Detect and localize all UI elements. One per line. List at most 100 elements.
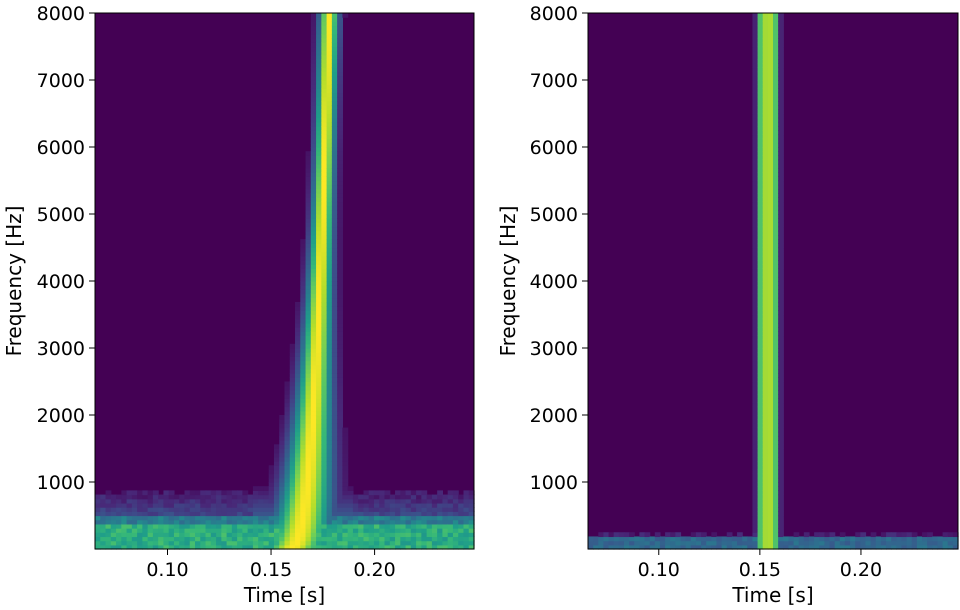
heatmap-cell [152,515,159,521]
heatmap-cell [116,494,122,500]
heatmap-cell [126,544,133,550]
heatmap-cell [922,540,928,546]
heatmap-cell [752,255,759,261]
heatmap-cell [310,184,317,190]
heatmap-cell [778,109,784,115]
heatmap-cell [757,339,764,345]
heatmap-cell [310,163,317,169]
heatmap-cell [316,394,322,399]
heatmap-cell [279,532,286,538]
heatmap-cell [300,444,307,450]
heatmap-cell [326,59,333,64]
heatmap-cell [752,486,759,491]
heatmap-cell [242,544,249,550]
heatmap-cell [911,532,918,538]
heatmap-cell [131,544,138,550]
heatmap-cell [316,130,322,136]
heatmap-cell [168,502,175,508]
heatmap-cells [95,13,475,550]
heatmap-cell [326,444,333,450]
heatmap-cell [337,360,343,366]
heatmap-cell [373,536,380,542]
heatmap-cell [210,498,217,504]
heatmap-cell [310,29,317,35]
heatmap-cell [757,473,764,479]
heatmap-cell [437,528,444,533]
heatmap-cell [767,63,774,69]
heatmap-cell [649,540,656,546]
heatmap-cell [426,540,433,546]
heatmap-cell [773,544,779,550]
heatmap-cell [268,469,275,475]
heatmap-cell [142,536,149,542]
heatmap-cell [793,544,800,550]
heatmap-cell [331,448,338,454]
heatmap-cell [316,117,322,123]
heatmap-cell [263,511,270,517]
heatmap-cell [310,188,317,194]
heatmap-cell [773,394,779,399]
heatmap-cell [762,435,769,441]
heatmap-cell [300,394,307,399]
heatmap-cell [773,46,779,52]
heatmap-cell [326,415,333,420]
heatmap-cell [384,532,391,538]
heatmap-cell [237,528,243,533]
heatmap-cell [147,490,154,496]
heatmap-cell [384,536,391,542]
heatmap-cell [295,477,301,483]
heatmap-cell [284,465,291,471]
heatmap-cell [767,360,774,366]
heatmap-cell [618,532,625,538]
heatmap-cell [639,544,646,550]
heatmap-cell [205,511,212,517]
heatmap-cell [752,452,759,458]
heatmap-cell [100,511,107,517]
heatmap-cell [778,50,784,56]
heatmap-cell [326,184,333,190]
heatmap-cell [752,88,759,94]
heatmap-cell [358,532,365,538]
heatmap-cell [337,243,343,249]
heatmap-cell [310,285,317,290]
heatmap-cell [300,297,307,303]
heatmap-cell [316,519,322,525]
heatmap-cell [126,528,133,533]
heatmap-cell [326,402,333,408]
heatmap-cell [258,494,265,500]
heatmap-cell [252,511,259,517]
heatmap-cell [767,13,774,18]
heatmap-cell [331,80,338,85]
heatmap-cell [778,343,784,349]
heatmap-cell [752,381,759,387]
heatmap-cell [310,201,317,207]
heatmap-cell [752,293,759,299]
heatmap-cell [205,490,212,496]
heatmap-cell [767,348,774,353]
heatmap-cell [773,218,779,223]
heatmap-cell [189,515,196,521]
heatmap-cell [839,544,846,550]
heatmap-cell [773,67,779,73]
heatmap-cell [773,193,779,198]
heatmap-cell [342,473,349,479]
heatmap-cell [452,528,459,533]
heatmap-cell [778,197,784,203]
heatmap-cell [337,373,343,378]
heatmap-cell [773,209,779,215]
heatmap-cell [226,494,233,500]
heatmap-cell [337,138,343,144]
heatmap-cell [284,381,291,387]
heatmap-cell [762,532,769,538]
heatmap-cell [773,410,779,416]
heatmap-cell [326,406,333,412]
heatmap-cell [752,427,759,433]
heatmap-cell [316,260,322,265]
heatmap-cell [295,519,301,525]
heatmap-cell [665,532,671,538]
heatmap-cell [316,63,322,69]
heatmap-cell [121,502,128,508]
heatmap-cell [767,285,774,290]
heatmap-cell [762,528,769,533]
heatmap-cell [273,511,280,517]
